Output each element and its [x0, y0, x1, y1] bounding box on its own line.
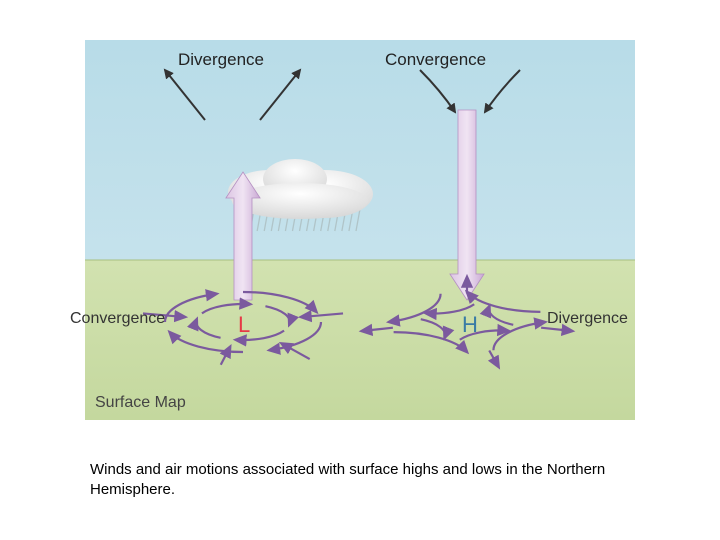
- label-surface-map: Surface Map: [95, 394, 186, 412]
- label-divergence-bottom: Divergence: [547, 310, 628, 328]
- label-high-pressure: H: [462, 312, 478, 338]
- label-convergence-bottom: Convergence: [70, 310, 165, 328]
- diagram-container: [85, 40, 635, 420]
- caption-text: Winds and air motions associated with su…: [90, 460, 630, 499]
- label-low-pressure: L: [238, 312, 250, 338]
- label-convergence-top: Convergence: [385, 50, 486, 70]
- label-divergence-top: Divergence: [178, 50, 264, 70]
- diagram-svg: [85, 40, 635, 420]
